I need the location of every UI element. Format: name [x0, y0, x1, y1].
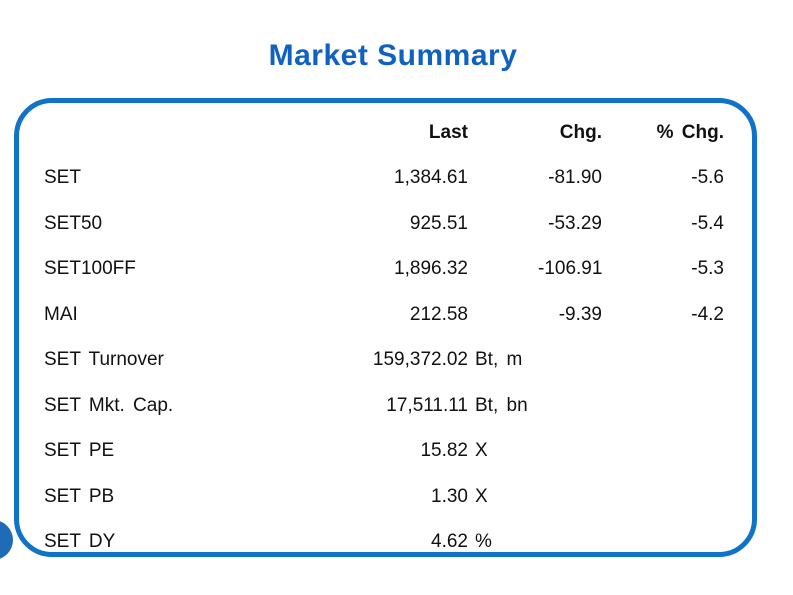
cell-chg: -106.91: [538, 258, 603, 280]
table-header-row: Last Chg. % Chg.: [44, 110, 747, 156]
table-row: SET PB 1.30 X: [44, 474, 747, 520]
row-label: SET PB: [44, 485, 115, 507]
row-label: SET100FF: [44, 258, 136, 280]
cell-unit: X: [475, 485, 488, 507]
column-header-last: Last: [428, 121, 468, 143]
cell-last: 4.62: [431, 531, 468, 553]
table-row: SET Mkt. Cap. 17,511.11 Bt, bn: [44, 383, 747, 429]
cell-pct-chg: -5.3: [691, 258, 724, 280]
cell-pct-chg: -4.2: [691, 303, 724, 325]
market-summary-panel: Last Chg. % Chg. SET 1,384.61 -81.90 -5.…: [14, 98, 757, 557]
cell-last: 1,384.61: [394, 167, 468, 189]
row-label: SET Mkt. Cap.: [44, 394, 174, 416]
column-header-chg: Chg.: [559, 121, 602, 143]
cell-last: 925.51: [409, 212, 468, 234]
market-summary-table: Last Chg. % Chg. SET 1,384.61 -81.90 -5.…: [44, 110, 747, 565]
cell-last: 17,511.11: [386, 394, 468, 416]
cell-unit: Bt, m: [475, 349, 523, 371]
cell-unit: Bt, bn: [475, 394, 528, 416]
cell-last: 159,372.02: [372, 349, 468, 371]
table-row: MAI 212.58 -9.39 -4.2: [44, 292, 747, 338]
cell-last: 212.58: [409, 303, 468, 325]
page-title: Market Summary: [268, 39, 518, 72]
row-label: SET Turnover: [44, 349, 164, 371]
row-label: SET50: [44, 212, 103, 234]
cell-chg: -53.29: [548, 212, 602, 234]
cell-unit: %: [475, 531, 492, 553]
cell-last: 1,896.32: [394, 258, 468, 280]
cell-last: 1.30: [431, 485, 468, 507]
cell-unit: X: [475, 440, 488, 462]
corner-decoration-circle: [0, 520, 13, 560]
cell-chg: -81.90: [548, 167, 602, 189]
row-label: SET DY: [44, 531, 116, 553]
table-row: SET100FF 1,896.32 -106.91 -5.3: [44, 247, 747, 293]
row-label: MAI: [44, 303, 78, 325]
cell-pct-chg: -5.4: [691, 212, 724, 234]
table-row: SET PE 15.82 X: [44, 429, 747, 475]
cell-chg: -9.39: [558, 303, 602, 325]
table-row: SET Turnover 159,372.02 Bt, m: [44, 338, 747, 384]
column-header-pct-chg: % Chg.: [656, 121, 724, 143]
cell-pct-chg: -5.6: [691, 167, 724, 189]
cell-last: 15.82: [420, 440, 468, 462]
row-label: SET PE: [44, 440, 115, 462]
table-row: SET50 925.51 -53.29 -5.4: [44, 201, 747, 247]
table-row: SET DY 4.62 %: [44, 520, 747, 566]
table-row: SET 1,384.61 -81.90 -5.6: [44, 156, 747, 202]
row-label: SET: [44, 167, 81, 189]
